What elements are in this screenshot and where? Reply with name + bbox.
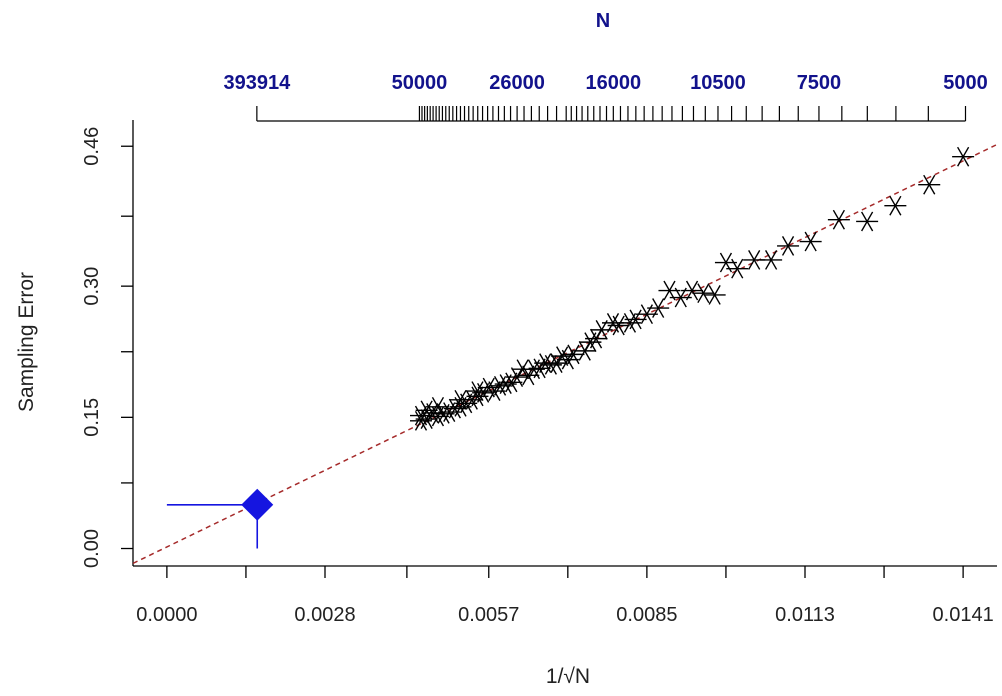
x-tick-label: 0.0085 — [616, 604, 677, 626]
top-axis-title: N — [596, 10, 610, 32]
asterisk-point — [703, 285, 726, 305]
asterisk-point — [952, 146, 975, 167]
asterisk-stroke — [697, 283, 710, 304]
asterisk-point — [573, 340, 596, 361]
asterisk-stroke — [561, 349, 574, 370]
asterisk-stroke — [663, 280, 676, 301]
top-axis-tick-label: 393914 — [223, 72, 291, 94]
asterisk-point — [410, 405, 432, 426]
top-axis-tick-label: 10500 — [690, 72, 746, 94]
asterisk-point — [477, 377, 500, 398]
points-layer — [166, 146, 975, 549]
asterisk-stroke — [420, 400, 433, 421]
asterisk-stroke — [748, 250, 761, 270]
x-tick-label: 0.0057 — [458, 604, 519, 626]
asterisk-stroke — [544, 354, 557, 375]
top-axis-tick-label: 50000 — [392, 72, 448, 94]
asterisk-point — [692, 283, 715, 304]
asterisk-point — [415, 400, 438, 421]
asterisk-stroke — [482, 377, 495, 398]
top-axis-tick-label: 26000 — [489, 72, 545, 94]
asterisk-point — [884, 195, 907, 216]
asterisk-point — [511, 359, 534, 380]
asterisk-point — [426, 396, 449, 417]
asterisk-point — [562, 344, 585, 365]
asterisk-stroke — [804, 231, 817, 252]
asterisk-point — [918, 174, 941, 195]
asterisk-stroke — [889, 195, 902, 216]
x-axis: 0.0000 0.0028 0.0057 0.0085 0.0113 0.0141 — [136, 566, 994, 626]
top-axis-tick-label: 7500 — [797, 72, 842, 94]
asterisk-stroke — [640, 304, 653, 325]
asterisk-point — [856, 211, 879, 232]
y-axis-title: Sampling Error — [15, 272, 38, 412]
asterisk-stroke — [674, 287, 687, 308]
asterisk-stroke — [612, 315, 625, 336]
asterisk-stroke — [957, 146, 970, 167]
asterisk-stroke — [414, 405, 428, 426]
top-axis-tick-label: 16000 — [586, 72, 642, 94]
x-tick-label: 0.0141 — [933, 604, 994, 626]
asterisk-point — [449, 389, 472, 410]
x-tick-label: 0.0000 — [136, 604, 197, 626]
y-axis: 0.00 0.15 0.30 0.46 — [81, 127, 133, 568]
asterisk-stroke — [861, 211, 874, 232]
asterisk-stroke — [781, 236, 795, 256]
x-axis-title: 1/√N — [546, 665, 590, 688]
y-tick-label: 0.46 — [81, 127, 103, 166]
asterisk-point — [489, 375, 512, 396]
asterisk-stroke — [832, 209, 845, 230]
asterisk-stroke — [623, 313, 637, 333]
asterisk-point — [799, 231, 822, 252]
y-tick-label: 0.00 — [81, 529, 103, 568]
asterisk-point — [658, 280, 681, 301]
asterisk-point — [777, 236, 800, 256]
asterisk-stroke — [471, 381, 484, 401]
y-tick-label: 0.15 — [81, 398, 103, 437]
asterisk-point — [827, 209, 850, 230]
top-axis-tick-label: 5000 — [943, 72, 988, 94]
asterisk-stroke — [719, 252, 733, 273]
asterisk-stroke — [488, 381, 501, 401]
asterisk-stroke — [493, 375, 507, 396]
plot-frame — [132, 120, 997, 567]
asterisk-stroke — [567, 344, 580, 365]
asterisk-point — [714, 252, 737, 273]
asterisk-point — [743, 250, 766, 270]
asterisk-stroke — [731, 258, 744, 279]
top-axis: 393914 50000 26000 16000 10500 7500 5000 — [223, 72, 988, 122]
asterisk-point — [466, 381, 489, 401]
asterisk-stroke — [578, 340, 591, 361]
asterisk-point — [635, 304, 658, 325]
asterisk-stroke — [454, 389, 467, 410]
y-tick-label: 0.30 — [81, 267, 103, 306]
diamond-point — [241, 488, 274, 521]
asterisk-stroke — [431, 406, 445, 427]
asterisk-stroke — [765, 250, 778, 270]
x-tick-label: 0.0113 — [775, 604, 835, 626]
asterisk-stroke — [923, 174, 936, 195]
asterisk-stroke — [708, 285, 721, 305]
asterisk-stroke — [516, 359, 529, 380]
x-tick-label: 0.0028 — [294, 604, 355, 626]
asterisk-stroke — [431, 396, 445, 417]
